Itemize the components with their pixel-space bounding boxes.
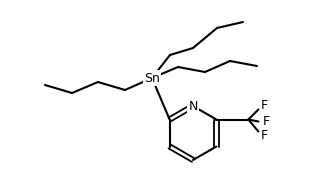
Text: F: F — [261, 99, 268, 112]
Text: Sn: Sn — [144, 71, 160, 84]
Text: F: F — [263, 115, 270, 128]
Text: F: F — [261, 129, 268, 142]
Text: N: N — [188, 100, 198, 113]
